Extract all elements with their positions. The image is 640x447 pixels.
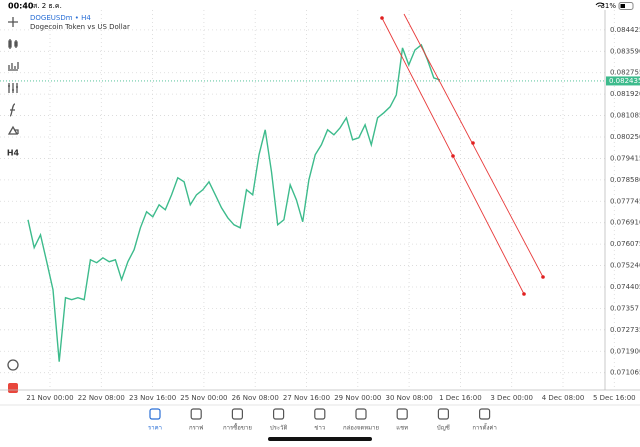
price-line <box>27 43 441 362</box>
nav-label[interactable]: ประวัติ <box>270 425 288 432</box>
y-tick-label: 0.077745 <box>610 197 640 205</box>
x-tick-label: 23 Nov 16:00 <box>129 394 176 402</box>
current-price-label: 0.082435 <box>609 77 640 85</box>
x-tick-label: 27 Nov 16:00 <box>283 394 330 402</box>
nav-label[interactable]: ราคา <box>148 425 162 432</box>
crosshair-tool[interactable] <box>8 17 18 27</box>
y-tick-label: 0.072735 <box>610 326 640 334</box>
x-tick-label: 25 Nov 00:00 <box>180 394 227 402</box>
nav-icon[interactable] <box>149 408 161 420</box>
x-tick-label: 21 Nov 00:00 <box>26 394 73 402</box>
x-tick-label: 29 Nov 00:00 <box>334 394 381 402</box>
channel-line <box>403 13 544 278</box>
y-tick-label: 0.082755 <box>610 69 640 77</box>
nav-icon[interactable] <box>231 408 243 420</box>
nav-label[interactable]: การซื้อขาย <box>223 422 252 432</box>
x-tick-label: 3 Dec 00:00 <box>490 394 533 402</box>
y-tick-label: 0.076075 <box>610 240 640 248</box>
nav-label[interactable]: ข่าว <box>314 425 325 432</box>
y-tick-label: 0.079415 <box>610 154 640 162</box>
function-tool[interactable] <box>9 103 16 117</box>
indicator-tool[interactable] <box>8 62 19 71</box>
nav-icon[interactable] <box>190 408 202 420</box>
status-date: ส. 2 ธ.ค. <box>33 2 62 10</box>
x-tick-label: 22 Nov 08:00 <box>78 394 125 402</box>
symbol-title: DOGEUSDm • H4 <box>30 14 91 22</box>
nav-icon[interactable] <box>314 408 326 420</box>
nav-label[interactable]: บัญชี <box>437 424 450 432</box>
nav-label[interactable]: กล่องจดหมาย <box>343 425 379 432</box>
app-logo[interactable] <box>8 383 18 393</box>
y-tick-label: 0.084425 <box>610 26 640 34</box>
objects-tool[interactable] <box>7 125 19 135</box>
status-battery: 31% <box>600 2 616 10</box>
x-tick-label: 30 Nov 08:00 <box>385 394 432 402</box>
nav-icon[interactable] <box>355 408 367 420</box>
x-tick-label: 1 Dec 16:00 <box>439 394 482 402</box>
bottom-nav: ราคา กราฟ การซื้อขาย ประวัติ ข่าว กล่องจดหมาย… <box>148 408 497 432</box>
battery-level <box>620 4 625 8</box>
y-tick-label: 0.074405 <box>610 283 640 291</box>
home-indicator <box>268 437 372 441</box>
x-tick-label: 4 Dec 08:00 <box>542 394 585 402</box>
nav-icon[interactable] <box>273 408 285 420</box>
channel-point[interactable] <box>541 275 545 279</box>
nav-icon[interactable] <box>437 408 449 420</box>
wifi-icon <box>595 2 605 7</box>
y-tick-label: 0.07357 <box>610 304 639 312</box>
timeframe-button[interactable]: H4 <box>7 149 20 158</box>
x-tick-label: 5 Dec 16:00 <box>593 394 636 402</box>
nav-label[interactable]: แชท <box>396 425 408 432</box>
nav-label[interactable]: กราฟ <box>189 425 203 432</box>
zoom-tool[interactable] <box>7 359 19 371</box>
x-tick-label: 26 Nov 08:00 <box>232 394 279 402</box>
y-tick-label: 0.071065 <box>610 369 640 377</box>
left-toolbar: H4 <box>7 17 20 393</box>
chart-type-tool[interactable] <box>8 39 18 49</box>
current-price-badge <box>606 76 640 86</box>
battery-icon <box>618 2 634 10</box>
status-time: 00:40 <box>8 2 34 11</box>
channel-point[interactable] <box>522 292 526 296</box>
nav-icon[interactable] <box>396 408 408 420</box>
trend-channel <box>380 13 545 296</box>
symbol-description: Dogecoin Token vs US Dollar <box>30 23 130 31</box>
nav-label[interactable]: การตั้งค่า <box>472 422 496 432</box>
nav-icon[interactable] <box>479 408 491 420</box>
channel-point[interactable] <box>471 141 475 145</box>
settings-tool[interactable] <box>8 83 18 93</box>
channel-point[interactable] <box>451 154 455 158</box>
channel-point[interactable] <box>380 16 384 20</box>
y-tick-label: 0.081085 <box>610 112 640 120</box>
